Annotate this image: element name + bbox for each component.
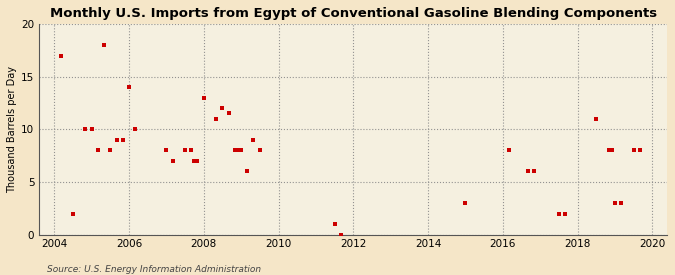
Point xyxy=(180,148,190,153)
Point xyxy=(80,127,90,131)
Point xyxy=(591,117,601,121)
Point xyxy=(55,53,66,58)
Point xyxy=(68,211,78,216)
Point xyxy=(522,169,533,174)
Point xyxy=(607,148,618,153)
Point xyxy=(211,117,221,121)
Point xyxy=(242,169,253,174)
Point xyxy=(254,148,265,153)
Point xyxy=(504,148,514,153)
Y-axis label: Thousand Barrels per Day: Thousand Barrels per Day xyxy=(7,66,17,193)
Title: Monthly U.S. Imports from Egypt of Conventional Gasoline Blending Components: Monthly U.S. Imports from Egypt of Conve… xyxy=(50,7,657,20)
Point xyxy=(130,127,140,131)
Point xyxy=(167,159,178,163)
Point xyxy=(248,138,259,142)
Point xyxy=(560,211,570,216)
Point xyxy=(189,159,200,163)
Point xyxy=(460,201,471,205)
Point xyxy=(230,148,240,153)
Point xyxy=(105,148,115,153)
Point xyxy=(335,232,346,237)
Point xyxy=(86,127,97,131)
Point xyxy=(233,148,244,153)
Point xyxy=(236,148,246,153)
Point xyxy=(117,138,128,142)
Text: Source: U.S. Energy Information Administration: Source: U.S. Energy Information Administ… xyxy=(47,265,261,274)
Point xyxy=(223,111,234,116)
Point xyxy=(217,106,228,110)
Point xyxy=(111,138,122,142)
Point xyxy=(124,85,134,89)
Point xyxy=(628,148,639,153)
Point xyxy=(554,211,564,216)
Point xyxy=(99,43,109,47)
Point xyxy=(192,159,202,163)
Point xyxy=(329,222,340,226)
Point xyxy=(616,201,627,205)
Point xyxy=(186,148,197,153)
Point xyxy=(603,148,614,153)
Point xyxy=(161,148,171,153)
Point xyxy=(92,148,103,153)
Point xyxy=(529,169,539,174)
Point xyxy=(634,148,645,153)
Point xyxy=(610,201,620,205)
Point xyxy=(198,95,209,100)
